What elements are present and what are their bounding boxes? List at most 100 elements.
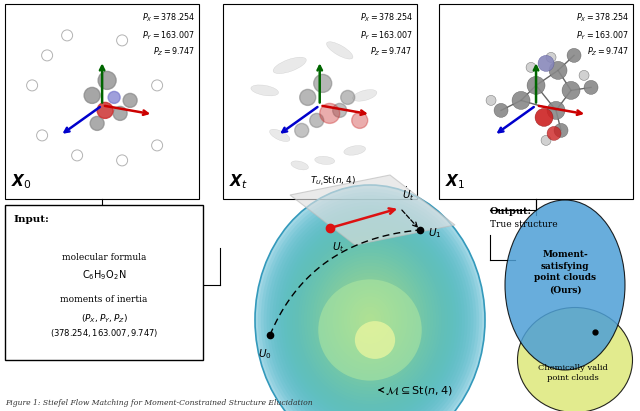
- Text: $U_t$: $U_t$: [332, 240, 345, 254]
- Text: $U_1$: $U_1$: [428, 226, 442, 240]
- Text: $\mathcal{M} \subseteq \mathrm{St}(n, 4)$: $\mathcal{M} \subseteq \mathrm{St}(n, 4)…: [385, 383, 452, 397]
- Circle shape: [340, 90, 355, 104]
- Circle shape: [116, 155, 127, 166]
- Circle shape: [294, 123, 308, 137]
- Circle shape: [512, 91, 530, 109]
- Circle shape: [300, 90, 316, 105]
- Text: $\mathrm{C_6H_9O_2N}$: $\mathrm{C_6H_9O_2N}$: [82, 268, 126, 282]
- Text: $(378.254, 163.007, 9.747)$: $(378.254, 163.007, 9.747)$: [50, 327, 158, 339]
- Ellipse shape: [321, 263, 419, 377]
- Circle shape: [320, 104, 340, 123]
- Ellipse shape: [347, 293, 393, 347]
- Ellipse shape: [350, 296, 390, 344]
- Circle shape: [113, 106, 127, 120]
- Ellipse shape: [251, 85, 278, 96]
- Ellipse shape: [318, 259, 422, 381]
- Circle shape: [486, 95, 496, 105]
- Circle shape: [116, 35, 127, 46]
- Circle shape: [527, 76, 545, 95]
- Circle shape: [27, 80, 38, 91]
- Ellipse shape: [289, 226, 451, 411]
- Text: Input:: Input:: [13, 215, 49, 224]
- Ellipse shape: [272, 205, 468, 411]
- Text: $U_0$: $U_0$: [258, 347, 272, 361]
- Ellipse shape: [264, 195, 476, 411]
- Ellipse shape: [275, 209, 465, 411]
- Text: $T_{U_t}\mathrm{St}(n, 4)$: $T_{U_t}\mathrm{St}(n, 4)$: [310, 174, 356, 188]
- Circle shape: [123, 93, 137, 107]
- Circle shape: [90, 116, 104, 130]
- Ellipse shape: [318, 279, 422, 381]
- Ellipse shape: [327, 269, 413, 371]
- Circle shape: [584, 81, 598, 95]
- Ellipse shape: [344, 145, 365, 155]
- Ellipse shape: [281, 215, 459, 411]
- Ellipse shape: [298, 236, 442, 404]
- Circle shape: [494, 104, 508, 118]
- Text: $(P_X, P_Y, P_Z)$: $(P_X, P_Y, P_Z)$: [81, 312, 127, 325]
- Text: Chemically valid
point clouds: Chemically valid point clouds: [538, 365, 608, 381]
- Text: $\boldsymbol{X}_1$: $\boldsymbol{X}_1$: [445, 172, 465, 191]
- Ellipse shape: [315, 156, 335, 164]
- Ellipse shape: [367, 316, 373, 323]
- Circle shape: [541, 135, 551, 145]
- Text: True structure: True structure: [490, 220, 557, 229]
- Text: molecular formula: molecular formula: [62, 253, 146, 262]
- Circle shape: [98, 72, 116, 90]
- Ellipse shape: [304, 242, 436, 397]
- Ellipse shape: [301, 239, 439, 401]
- Circle shape: [535, 109, 553, 127]
- Circle shape: [562, 81, 580, 99]
- Ellipse shape: [341, 286, 399, 354]
- Circle shape: [152, 140, 163, 151]
- Ellipse shape: [284, 219, 456, 411]
- Circle shape: [108, 91, 120, 104]
- Circle shape: [567, 48, 581, 62]
- Ellipse shape: [269, 129, 290, 141]
- Ellipse shape: [333, 276, 408, 364]
- Ellipse shape: [326, 42, 353, 59]
- Ellipse shape: [278, 212, 462, 411]
- Ellipse shape: [307, 246, 433, 394]
- Ellipse shape: [505, 200, 625, 370]
- Circle shape: [84, 88, 100, 104]
- Ellipse shape: [335, 279, 404, 360]
- Text: moments of inertia: moments of inertia: [60, 295, 148, 304]
- FancyBboxPatch shape: [223, 4, 417, 199]
- Ellipse shape: [266, 199, 474, 411]
- Circle shape: [554, 123, 568, 137]
- Polygon shape: [290, 175, 455, 245]
- Ellipse shape: [362, 310, 379, 330]
- Ellipse shape: [355, 321, 395, 359]
- Text: Moment-
satisfying
point clouds
(Ours): Moment- satisfying point clouds (Ours): [534, 250, 596, 294]
- Circle shape: [61, 30, 72, 41]
- Ellipse shape: [287, 222, 453, 411]
- Text: $P_X = 378.254$
$P_Y = 163.007$
$P_Z = 9.747$: $P_X = 378.254$ $P_Y = 163.007$ $P_Z = 9…: [576, 12, 629, 58]
- Circle shape: [36, 130, 47, 141]
- Ellipse shape: [310, 249, 430, 391]
- Ellipse shape: [353, 300, 387, 340]
- Ellipse shape: [344, 290, 396, 350]
- Circle shape: [352, 112, 368, 128]
- Ellipse shape: [324, 266, 416, 374]
- Ellipse shape: [364, 313, 376, 327]
- Ellipse shape: [353, 90, 377, 101]
- Ellipse shape: [255, 185, 485, 411]
- FancyBboxPatch shape: [5, 205, 203, 360]
- Ellipse shape: [269, 202, 470, 411]
- Ellipse shape: [255, 185, 485, 411]
- Ellipse shape: [260, 192, 479, 411]
- Circle shape: [579, 70, 589, 81]
- Ellipse shape: [312, 252, 428, 388]
- FancyBboxPatch shape: [439, 4, 633, 199]
- Ellipse shape: [356, 303, 385, 337]
- Ellipse shape: [291, 161, 308, 170]
- Text: $\boldsymbol{X}_0$: $\boldsymbol{X}_0$: [11, 172, 32, 191]
- Ellipse shape: [292, 229, 447, 411]
- Circle shape: [333, 104, 347, 118]
- Text: $\boldsymbol{X}_t$: $\boldsymbol{X}_t$: [228, 172, 248, 191]
- Text: $P_X = 378.254$
$P_Y = 163.007$
$P_Z = 9.747$: $P_X = 378.254$ $P_Y = 163.007$ $P_Z = 9…: [360, 12, 413, 58]
- Circle shape: [97, 102, 113, 118]
- Ellipse shape: [295, 232, 445, 408]
- Circle shape: [72, 150, 83, 161]
